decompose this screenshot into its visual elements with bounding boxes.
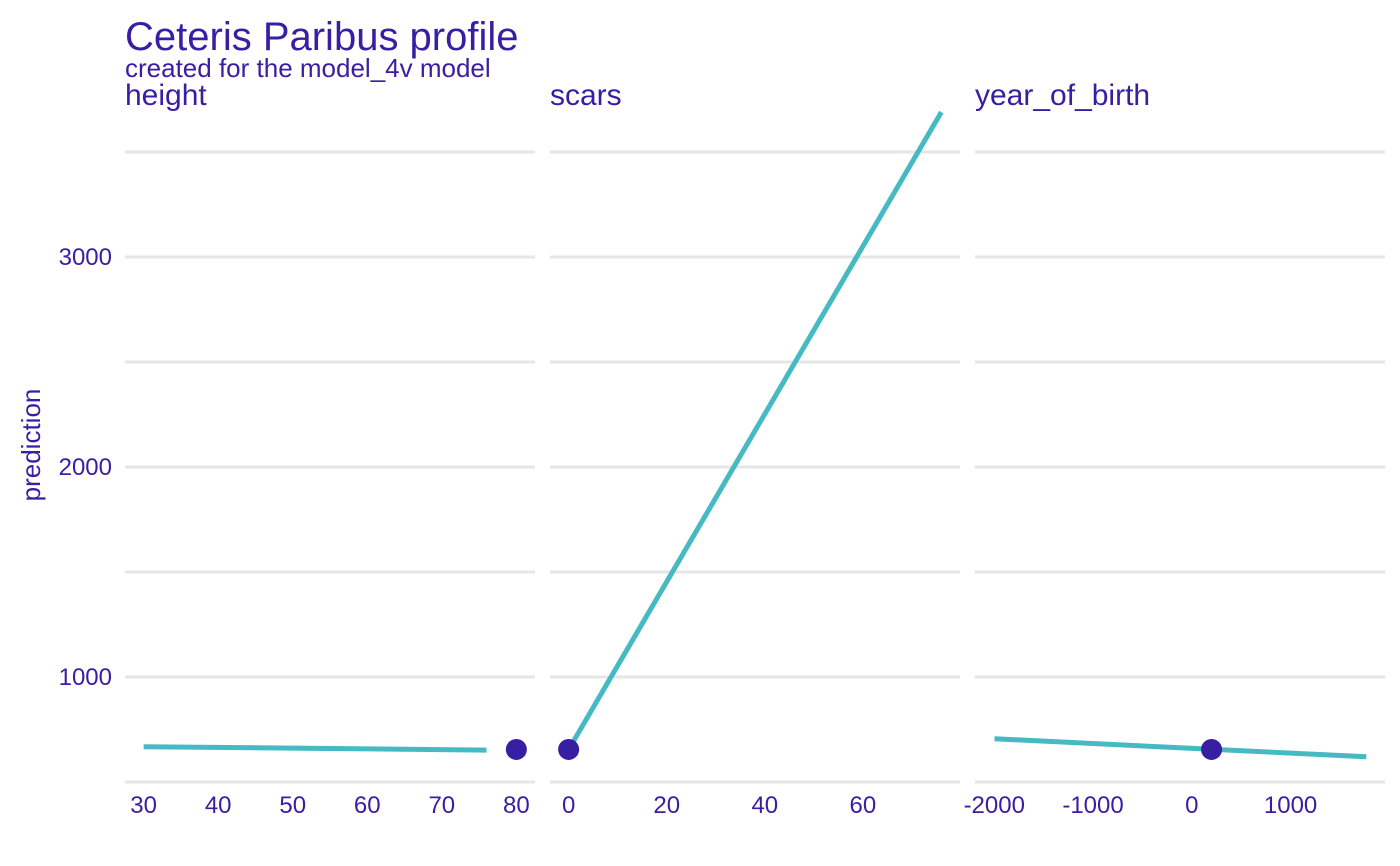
profile-line (143, 744, 487, 753)
panel-year_of_birth: year_of_birth -2000 -1000 0 1000 (964, 79, 1385, 819)
x-tick-label: -1000 (1062, 792, 1123, 819)
x-tick-label: 0 (562, 792, 575, 819)
observation-point (1201, 738, 1223, 760)
x-tick-label: 1000 (1264, 792, 1317, 819)
x-tick-label: 60 (354, 792, 381, 819)
x-tick-label: 0 (1185, 792, 1198, 819)
observation-point (505, 738, 527, 760)
x-tick-label: 80 (503, 792, 530, 819)
panel-height: height 30 40 50 60 70 80 (125, 79, 535, 819)
profile-line (994, 736, 1367, 760)
x-tick-label: 40 (751, 792, 778, 819)
x-tick-label: 50 (279, 792, 306, 819)
panels: height 30 40 50 60 70 80 scars 0 20 40 60 year_of_bi… (125, 79, 1385, 819)
y-tick-label: 3000 (59, 244, 112, 271)
x-tick-label: 60 (850, 792, 877, 819)
x-tick-label: 20 (653, 792, 680, 819)
observation-point (558, 738, 580, 760)
y-tick-label: 2000 (59, 454, 112, 481)
panel-label: height (125, 79, 207, 112)
y-axis-label: prediction (16, 389, 46, 502)
panel-label: year_of_birth (975, 79, 1150, 112)
x-tick-label: 30 (130, 792, 157, 819)
panel-scars: scars 0 20 40 60 (550, 79, 960, 819)
x-tick-label: 40 (205, 792, 232, 819)
chart-subtitle: created for the model_4v model (125, 53, 491, 83)
panel-label: scars (550, 79, 622, 112)
y-tick-label: 1000 (59, 664, 112, 691)
profile-line (566, 110, 944, 751)
y-axis-ticks: 1000 2000 3000 (59, 244, 112, 691)
x-tick-label: -2000 (964, 792, 1025, 819)
chart-title: Ceteris Paribus profile (125, 15, 519, 59)
x-tick-label: 70 (428, 792, 455, 819)
